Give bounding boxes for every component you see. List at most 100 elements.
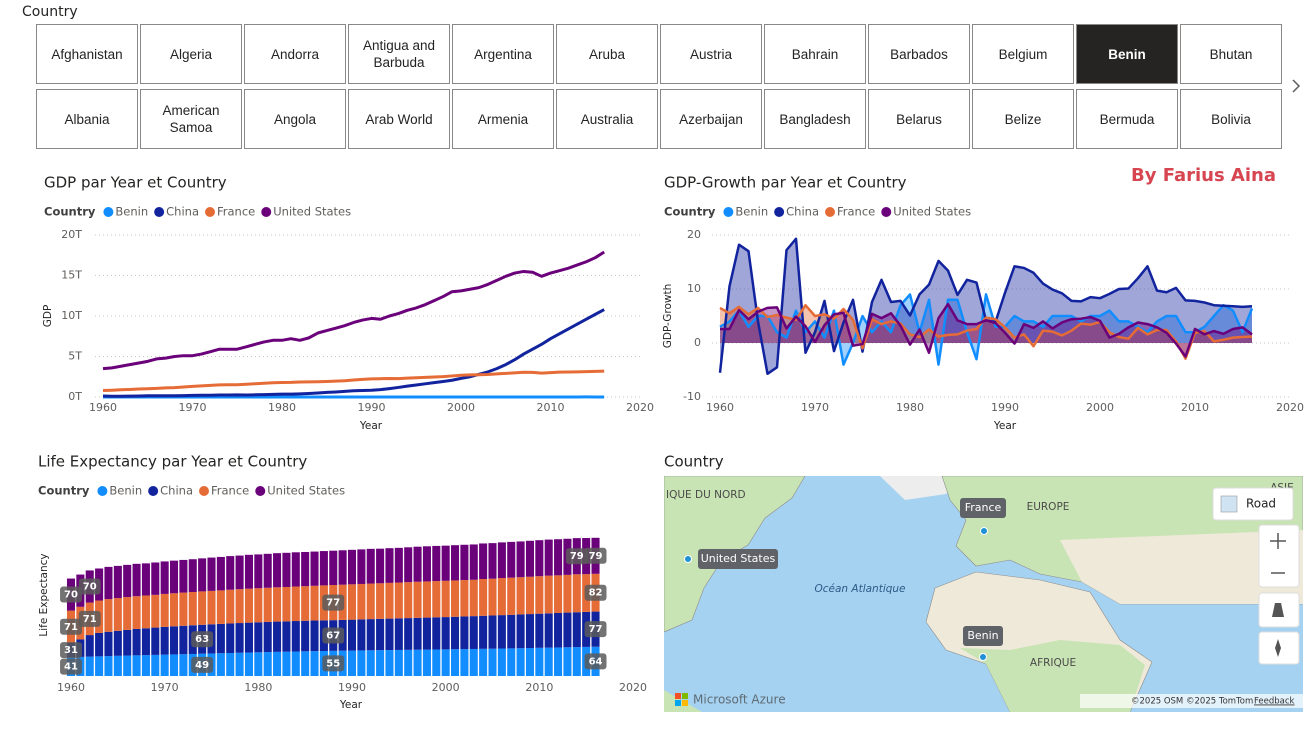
slicer-button[interactable]: Barbados: [868, 24, 970, 84]
legend-marker: [103, 207, 114, 217]
bar: [535, 647, 544, 676]
bar: [216, 653, 225, 676]
zoom-in[interactable]: [1270, 533, 1286, 549]
feedback-link[interactable]: Feedback: [1254, 697, 1295, 707]
bar: [460, 580, 469, 617]
slicer-button[interactable]: Algeria: [140, 24, 242, 84]
marker-label: France: [965, 501, 1002, 514]
bar: [160, 561, 169, 594]
area: [720, 305, 1252, 359]
bar: [469, 648, 478, 676]
slicer-button[interactable]: Australia: [556, 89, 658, 149]
bar: [413, 546, 422, 582]
slicer-button[interactable]: Armenia: [452, 89, 554, 149]
slicer-button[interactable]: Bolivia: [1180, 89, 1282, 149]
bar: [151, 594, 160, 628]
data-label-bg: [60, 658, 82, 675]
attribution-bg: [1080, 694, 1303, 708]
legend-label: Benin: [109, 484, 142, 498]
bar: [572, 612, 581, 648]
map[interactable]: IQUE DU NORD EUROPE ASIE Océan Atlantiqu…: [664, 476, 1303, 712]
bar: [95, 632, 104, 657]
bar: [544, 575, 553, 614]
bar: [404, 618, 413, 650]
slicer-button[interactable]: Arab World: [348, 89, 450, 149]
bar: [516, 541, 525, 578]
slicer-button[interactable]: Azerbaijan: [660, 89, 762, 149]
x-tick-label: 2000: [432, 681, 460, 694]
bar: [235, 589, 244, 624]
map-marker[interactable]: [979, 653, 987, 661]
map-marker[interactable]: [684, 555, 692, 563]
bar: [244, 652, 253, 676]
bar: [123, 564, 132, 598]
land: [1060, 530, 1303, 604]
slicer-button[interactable]: Bangladesh: [764, 89, 866, 149]
bar: [554, 575, 563, 613]
slicer-button[interactable]: Bahrain: [764, 24, 866, 84]
data-label: 31: [64, 645, 78, 656]
bar: [385, 650, 394, 676]
slicer-next-arrow[interactable]: [1292, 79, 1301, 93]
x-axis-title: Year: [359, 420, 383, 432]
map-marker[interactable]: [980, 527, 988, 535]
bar: [394, 582, 403, 619]
marker-label-bg: [698, 549, 778, 569]
marker-label: Benin: [967, 629, 998, 642]
bar: [385, 618, 394, 651]
x-axis-title: Year: [339, 699, 363, 711]
bar: [385, 548, 394, 583]
slicer-button[interactable]: Bhutan: [1180, 24, 1282, 84]
x-tick-label: 2010: [537, 401, 565, 414]
x-tick-label: 2020: [619, 681, 647, 694]
y-axis-title: Life Expectancy: [38, 553, 50, 636]
bar: [488, 615, 497, 649]
slicer-button[interactable]: Belize: [972, 89, 1074, 149]
x-tick-label: 1960: [57, 681, 85, 694]
slicer-title: Country: [22, 4, 78, 20]
data-label: 49: [195, 660, 209, 671]
bar: [85, 635, 94, 657]
slicer-button[interactable]: Argentina: [452, 24, 554, 84]
slicer-button[interactable]: Austria: [660, 24, 762, 84]
bar: [141, 595, 150, 629]
legend-title: Country: [44, 205, 96, 219]
x-axis-title: Year: [993, 420, 1017, 432]
compass-icon: [1275, 639, 1281, 657]
bar: [273, 587, 282, 622]
slicer-button[interactable]: Benin: [1076, 24, 1178, 84]
slicer: Afghanistan Algeria Andorra Antigua and Bar…: [36, 24, 1282, 149]
slicer-button[interactable]: Antigua and Barbuda: [348, 24, 450, 84]
x-tick-label: 2010: [1181, 401, 1209, 414]
legend-label: China: [786, 205, 819, 219]
slicer-button[interactable]: Belarus: [868, 89, 970, 149]
slicer-button[interactable]: Albania: [36, 89, 138, 149]
bar: [441, 617, 450, 650]
chart-title: GDP par Year et Country: [44, 174, 227, 192]
slicer-button[interactable]: Afghanistan: [36, 24, 138, 84]
slicer-button[interactable]: Angola: [244, 89, 346, 149]
bar: [525, 614, 534, 649]
bar: [507, 648, 516, 676]
legend-label: France: [837, 205, 875, 219]
bar: [347, 584, 357, 620]
brand-logo: [675, 700, 681, 706]
bar: [254, 554, 263, 589]
slicer-button[interactable]: Bermuda: [1076, 89, 1178, 149]
slicer-button[interactable]: Aruba: [556, 24, 658, 84]
slicer-button[interactable]: Belgium: [972, 24, 1074, 84]
slicer-button[interactable]: Andorra: [244, 24, 346, 84]
bar: [516, 648, 525, 676]
bar: [85, 656, 94, 676]
bar: [291, 651, 300, 676]
bar: [422, 581, 431, 618]
bar: [216, 556, 225, 591]
x-tick-label: 1960: [89, 401, 117, 414]
slicer-button[interactable]: American Samoa: [140, 89, 242, 149]
bar: [422, 617, 431, 650]
bar: [226, 589, 235, 624]
bar: [572, 574, 581, 613]
bar: [479, 543, 488, 580]
bar: [497, 648, 506, 676]
bar: [301, 586, 310, 621]
